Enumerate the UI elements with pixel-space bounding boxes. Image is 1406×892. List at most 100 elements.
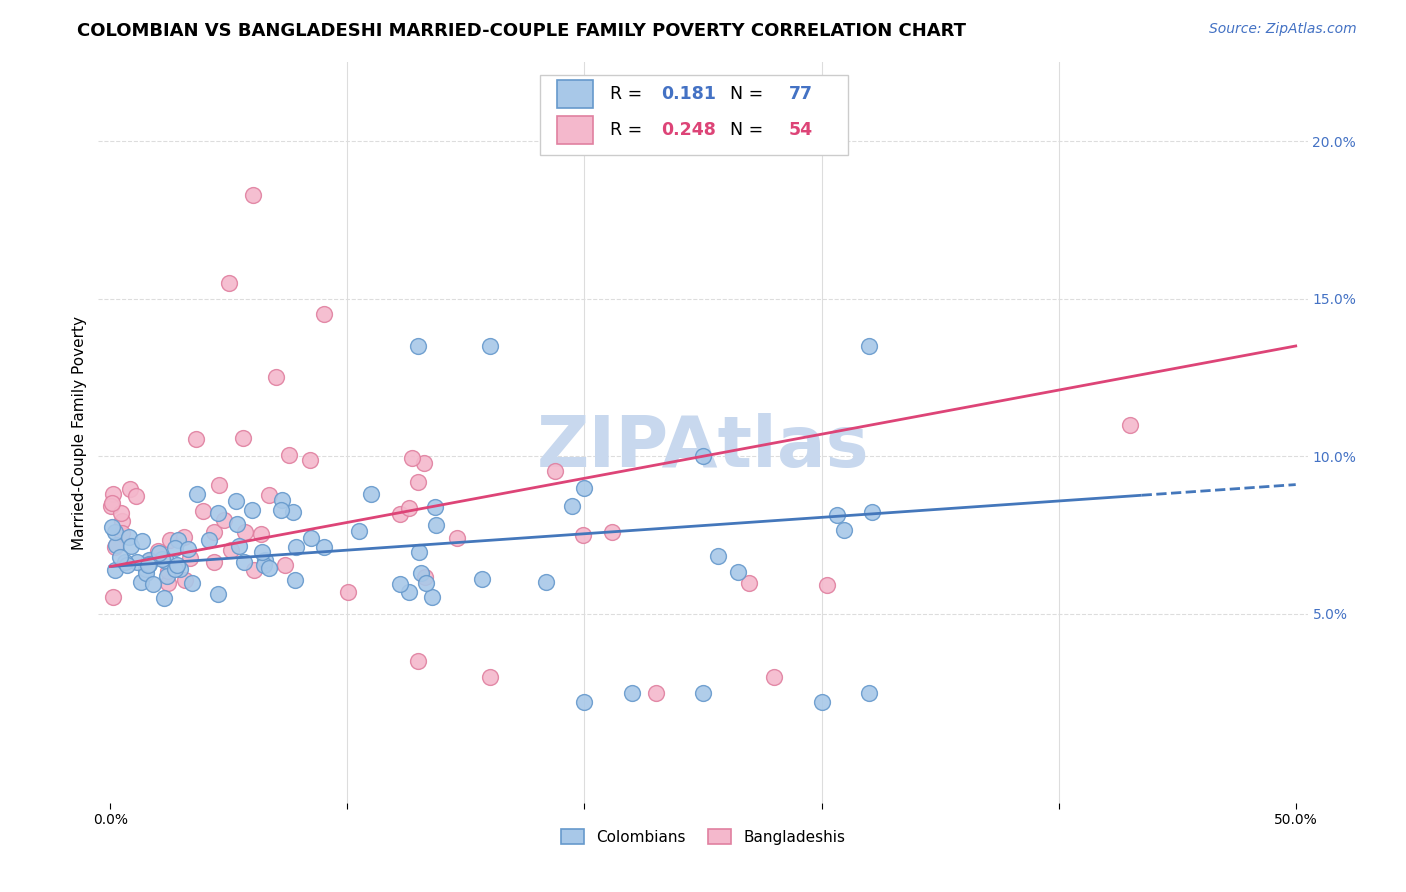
Point: [401, 450, 423, 465]
Point: [425, 518, 447, 533]
Point: [135, 562, 157, 576]
Point: [536, 575, 558, 590]
Point: [233, 524, 256, 539]
Point: [104, 563, 127, 577]
Point: [150, 552, 173, 566]
Point: [212, 513, 235, 527]
Point: [423, 500, 446, 514]
Point: [347, 524, 370, 538]
Point: [152, 591, 174, 605]
Point: [278, 448, 301, 462]
Point: [860, 505, 883, 519]
Point: [284, 573, 307, 587]
Point: [104, 524, 127, 539]
Point: [136, 558, 159, 573]
Point: [398, 585, 420, 599]
Point: [242, 187, 264, 202]
Point: [574, 481, 596, 495]
Point: [103, 590, 125, 604]
Point: [166, 533, 188, 547]
Point: [254, 553, 277, 567]
Point: [600, 525, 623, 540]
Point: [131, 574, 153, 589]
Point: [707, 549, 730, 564]
Point: [156, 565, 179, 579]
Point: [181, 576, 204, 591]
Point: [118, 531, 141, 545]
Point: [232, 555, 254, 569]
Point: [692, 685, 714, 699]
Point: [125, 489, 148, 503]
Text: ZIPAtlas: ZIPAtlas: [537, 413, 869, 482]
Point: [219, 543, 242, 558]
Point: [198, 533, 221, 548]
Point: [314, 540, 336, 554]
Point: [388, 577, 411, 591]
Point: [135, 566, 157, 581]
Point: [409, 566, 432, 580]
Point: [270, 502, 292, 516]
FancyBboxPatch shape: [557, 80, 593, 108]
Point: [389, 507, 412, 521]
Text: 0.248: 0.248: [661, 120, 716, 139]
Point: [225, 494, 247, 508]
Point: [832, 523, 855, 537]
Point: [478, 339, 501, 353]
Point: [115, 558, 138, 572]
Text: R =: R =: [610, 120, 648, 139]
Point: [692, 449, 714, 463]
Point: [264, 370, 287, 384]
Point: [228, 539, 250, 553]
Point: [142, 576, 165, 591]
Text: Source: ZipAtlas.com: Source: ZipAtlas.com: [1209, 22, 1357, 37]
Point: [727, 565, 749, 579]
Point: [471, 572, 494, 586]
Point: [271, 493, 294, 508]
Point: [408, 544, 430, 558]
Text: N =: N =: [718, 120, 769, 139]
Point: [574, 695, 596, 709]
Point: [104, 538, 127, 552]
Text: N =: N =: [718, 86, 769, 103]
Point: [174, 573, 197, 587]
Point: [312, 308, 335, 322]
Point: [1119, 417, 1142, 432]
Legend: Colombians, Bangladeshis: Colombians, Bangladeshis: [554, 822, 852, 851]
Point: [101, 495, 124, 509]
Point: [398, 500, 420, 515]
Point: [120, 482, 142, 496]
Point: [163, 541, 186, 555]
Point: [406, 475, 429, 489]
Point: [810, 695, 832, 709]
Point: [104, 541, 127, 555]
Point: [242, 563, 264, 577]
Text: COLOMBIAN VS BANGLADESHI MARRIED-COUPLE FAMILY POVERTY CORRELATION CHART: COLOMBIAN VS BANGLADESHI MARRIED-COUPLE …: [77, 22, 966, 40]
Point: [131, 534, 153, 549]
Text: 77: 77: [789, 86, 813, 103]
Point: [257, 488, 280, 502]
Point: [420, 591, 443, 605]
Point: [202, 555, 225, 569]
Point: [446, 531, 468, 545]
Point: [283, 505, 305, 519]
Point: [146, 544, 169, 558]
Point: [620, 685, 643, 699]
Point: [544, 464, 567, 478]
FancyBboxPatch shape: [557, 116, 593, 144]
Point: [127, 555, 149, 569]
Point: [179, 550, 201, 565]
Point: [120, 539, 142, 553]
Point: [110, 506, 132, 520]
Point: [274, 558, 297, 572]
Point: [763, 670, 786, 684]
Point: [101, 487, 124, 501]
Point: [252, 545, 274, 559]
Point: [191, 504, 214, 518]
Point: [111, 514, 134, 528]
Point: [176, 541, 198, 556]
Point: [186, 487, 208, 501]
Point: [360, 487, 382, 501]
Point: [815, 578, 838, 592]
Point: [138, 554, 160, 568]
Point: [571, 528, 593, 542]
